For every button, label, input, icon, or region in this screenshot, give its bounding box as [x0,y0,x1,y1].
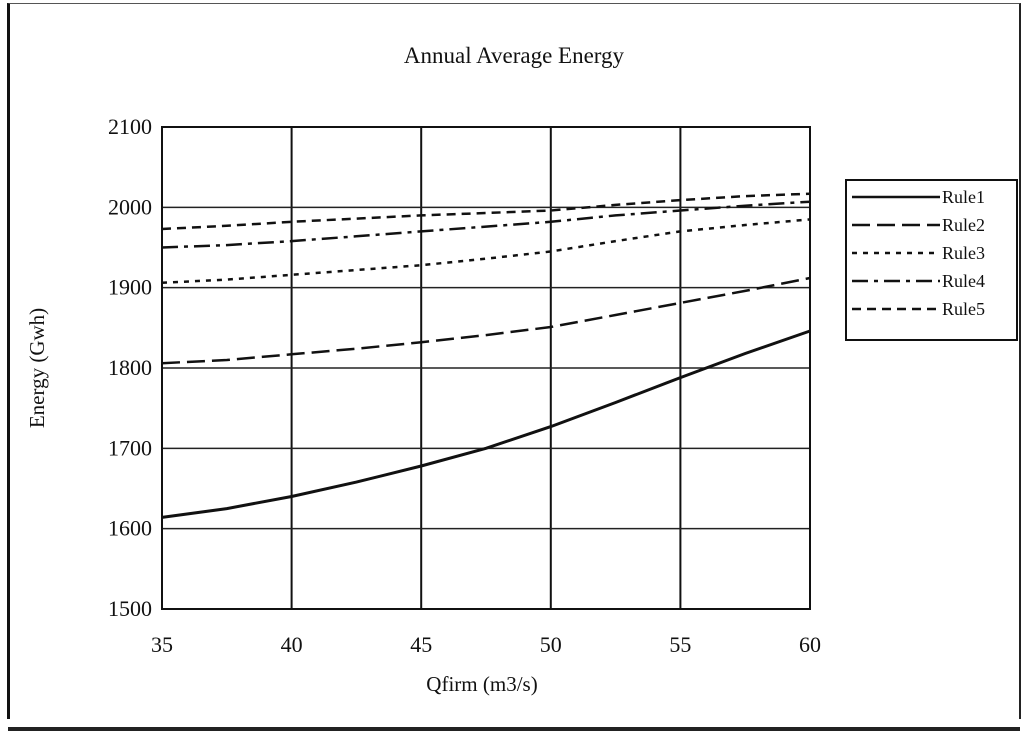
x-tick-label: 50 [540,632,562,657]
x-tick-labels: 35 40 45 50 55 60 [151,632,821,657]
legend-label-rule1: Rule1 [942,187,985,207]
y-tick-label: 1500 [108,596,152,621]
y-axis-label: Energy (Gwh) [25,308,49,428]
series-line-rule2 [161,276,811,365]
grid-lines [161,126,811,610]
chart-title: Annual Average Energy [404,43,625,68]
x-tick-label: 55 [669,632,691,657]
legend: Rule1 Rule2 Rule3 Rule4 Rule5 [845,179,1018,341]
series-line-rule1 [161,329,811,519]
x-tick-label: 60 [799,632,821,657]
y-tick-label: 1800 [108,355,152,380]
bottom-rule [8,727,1020,731]
series-line-rule4 [161,200,811,249]
plot-area [161,126,811,610]
y-tick-label: 1700 [108,435,152,460]
y-tick-labels: 2100 2000 1900 1800 1700 1600 1500 [108,114,152,621]
x-tick-label: 40 [281,632,303,657]
legend-box [845,179,1018,341]
y-tick-label: 2100 [108,114,152,139]
y-tick-label: 1900 [108,275,152,300]
x-tick-label: 35 [151,632,173,657]
series-layer [161,192,811,519]
y-tick-label: 2000 [108,194,152,219]
legend-label-rule5: Rule5 [942,299,985,319]
series-line-rule3 [161,218,811,285]
legend-label-rule2: Rule2 [942,215,985,235]
series-line-rule5 [161,192,811,231]
legend-label-rule4: Rule4 [942,271,985,291]
y-tick-label: 1600 [108,516,152,541]
legend-label-rule3: Rule3 [942,243,985,263]
chart-frame [7,3,1021,719]
x-tick-label: 45 [410,632,432,657]
x-axis-label: Qfirm (m3/s) [426,672,537,696]
